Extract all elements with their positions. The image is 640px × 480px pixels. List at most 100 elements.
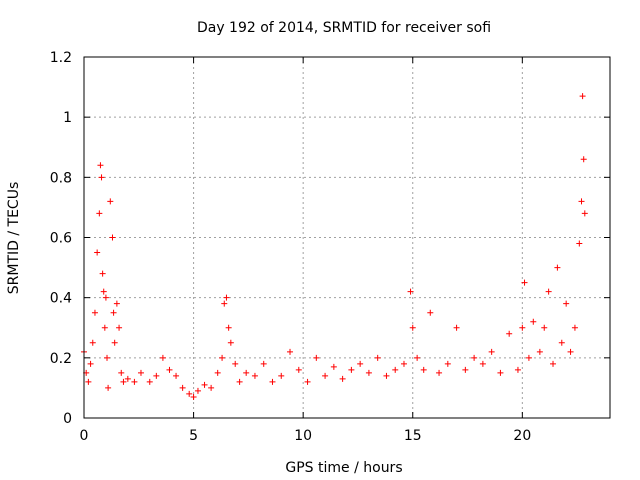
data-point-marker (576, 240, 583, 247)
data-point-marker (99, 270, 106, 277)
x-tick-label: 10 (294, 428, 312, 444)
x-tick-label: 0 (80, 428, 89, 444)
data-point-marker (287, 348, 294, 355)
data-point-marker (348, 366, 355, 373)
data-point-marker (113, 300, 120, 307)
data-point-marker (554, 264, 561, 271)
data-point-marker (131, 378, 138, 385)
data-point-marker (194, 387, 201, 394)
y-tick-label: 1 (63, 110, 72, 126)
data-point-marker (550, 360, 557, 367)
y-tick-label: 0.4 (50, 291, 72, 307)
data-point-marker (488, 348, 495, 355)
data-point-marker (109, 234, 116, 241)
data-point-marker (243, 369, 250, 376)
x-tick-label: 5 (189, 428, 198, 444)
data-point-marker (96, 210, 103, 217)
data-point-marker (223, 294, 230, 301)
data-point-marker (105, 384, 112, 391)
data-point-marker (186, 390, 193, 397)
data-point-marker (497, 369, 504, 376)
data-point-marker (97, 162, 104, 169)
data-point-marker (407, 288, 414, 295)
grid-lines (84, 57, 610, 418)
chart-title: Day 192 of 2014, SRMTID for receiver sof… (197, 20, 491, 36)
x-tick-label: 20 (513, 428, 531, 444)
data-point-marker (514, 366, 521, 373)
data-point-marker (563, 300, 570, 307)
data-point-marker (98, 174, 105, 181)
data-point-marker (118, 369, 125, 376)
data-point-marker (124, 375, 131, 382)
x-axis-ticks: 0 5 10 15 20 (80, 57, 531, 444)
data-point-marker (536, 348, 543, 355)
y-tick-label: 0.8 (50, 170, 72, 186)
data-point-marker (392, 366, 399, 373)
data-point-marker (578, 198, 585, 205)
data-point-marker (208, 384, 215, 391)
data-point-marker (580, 156, 587, 163)
data-point-marker (201, 381, 208, 388)
data-point-marker (91, 309, 98, 316)
data-point-marker (462, 366, 469, 373)
y-tick-label: 0.6 (50, 231, 72, 247)
data-point-marker (225, 324, 232, 331)
data-point-marker (558, 339, 565, 346)
data-point-marker (173, 372, 180, 379)
data-point-marker (427, 309, 434, 316)
data-point-marker (295, 366, 302, 373)
data-point-marker (444, 360, 451, 367)
y-tick-label: 0 (63, 411, 72, 427)
data-point-marker (453, 324, 460, 331)
data-point-marker (420, 366, 427, 373)
data-point-marker (214, 369, 221, 376)
data-point-marker (414, 354, 421, 361)
data-point-marker (221, 300, 228, 307)
data-point-marker (166, 366, 173, 373)
plot-frame (83, 56, 611, 419)
data-point-marker (374, 354, 381, 361)
data-point-marker (94, 249, 101, 256)
data-point-marker (104, 354, 111, 361)
data-point-marker (116, 324, 123, 331)
data-point-marker (87, 360, 94, 367)
data-point-marker (322, 372, 329, 379)
data-point-marker (107, 198, 114, 205)
data-point-marker (85, 378, 92, 385)
y-axis-ticks: 0 0.2 0.4 0.6 0.8 1 1.2 (50, 50, 610, 427)
data-point-marker (89, 339, 96, 346)
data-points (81, 93, 588, 400)
data-point-marker (179, 384, 186, 391)
data-point-marker (100, 288, 107, 295)
data-point-marker (541, 324, 548, 331)
data-point-marker (567, 348, 574, 355)
data-point-marker (227, 339, 234, 346)
data-point-marker (219, 354, 226, 361)
data-point-marker (525, 354, 532, 361)
data-point-marker (581, 210, 588, 217)
data-point-marker (571, 324, 578, 331)
data-point-marker (521, 279, 528, 286)
data-point-marker (530, 318, 537, 325)
y-tick-label: 0.2 (50, 351, 72, 367)
data-point-marker (251, 372, 258, 379)
data-point-marker (383, 372, 390, 379)
data-point-marker (137, 369, 144, 376)
data-point-marker (400, 360, 407, 367)
data-point-marker (102, 294, 109, 301)
data-point-marker (232, 360, 239, 367)
data-point-marker (365, 369, 372, 376)
data-point-marker (153, 372, 160, 379)
data-point-marker (146, 378, 153, 385)
data-point-marker (159, 354, 166, 361)
data-point-marker (330, 363, 337, 370)
y-axis-label: SRMTID / TECUs (6, 182, 22, 295)
data-point-marker (304, 378, 311, 385)
data-point-marker (313, 354, 320, 361)
data-point-marker (545, 288, 552, 295)
data-point-marker (506, 330, 513, 337)
x-tick-label: 15 (404, 428, 422, 444)
data-point-marker (339, 375, 346, 382)
data-point-marker (269, 378, 276, 385)
